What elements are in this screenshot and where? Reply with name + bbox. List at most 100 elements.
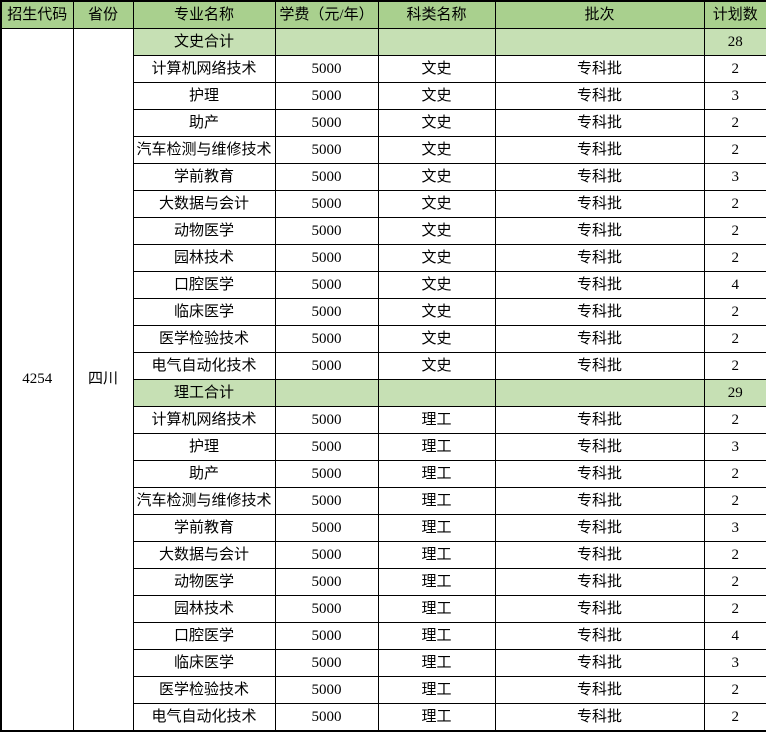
major-row: 大数据与会计 5000 理工 专科批 2 [1,541,766,569]
tuition-cell: 5000 [274,217,379,245]
col-header-batch: 批次 [494,0,705,29]
tuition-cell: 5000 [274,460,379,488]
tuition-cell: 5000 [274,82,379,110]
major-row: 计算机网络技术 5000 理工 专科批 2 [1,406,766,434]
major-row: 护理 5000 理工 专科批 3 [1,433,766,461]
plan-cell: 2 [703,298,766,326]
major-row: 汽车检测与维修技术 5000 文史 专科批 2 [1,136,766,164]
category-cell: 文史 [377,244,496,272]
plan-cell: 3 [703,82,766,110]
major-row: 医学检验技术 5000 理工 专科批 2 [1,676,766,704]
batch-cell: 专科批 [494,433,705,461]
major-cell: 电气自动化技术 [132,352,276,380]
major-cell: 园林技术 [132,595,276,623]
category-cell: 理工 [377,703,496,732]
tuition-cell: 5000 [274,487,379,515]
major-cell: 大数据与会计 [132,190,276,218]
subtotal-plan-cell: 28 [703,28,766,56]
subtotal-empty-category-cell [377,28,496,56]
tuition-cell: 5000 [274,568,379,596]
major-cell: 汽车检测与维修技术 [132,136,276,164]
category-cell: 文史 [377,109,496,137]
tuition-cell: 5000 [274,352,379,380]
major-cell: 动物医学 [132,568,276,596]
plan-cell: 4 [703,271,766,299]
batch-cell: 专科批 [494,55,705,83]
plan-cell: 3 [703,649,766,677]
batch-cell: 专科批 [494,136,705,164]
batch-cell: 专科批 [494,649,705,677]
major-cell: 汽车检测与维修技术 [132,487,276,515]
subtotal-empty-tuition-cell [274,379,379,407]
plan-cell: 2 [703,244,766,272]
batch-cell: 专科批 [494,298,705,326]
col-header-category: 科类名称 [377,0,496,29]
major-cell: 口腔医学 [132,622,276,650]
batch-cell: 专科批 [494,703,705,732]
plan-cell: 2 [703,487,766,515]
category-cell: 文史 [377,325,496,353]
category-cell: 理工 [377,568,496,596]
batch-cell: 专科批 [494,406,705,434]
batch-cell: 专科批 [494,622,705,650]
tuition-cell: 5000 [274,55,379,83]
batch-cell: 专科批 [494,595,705,623]
major-cell: 电气自动化技术 [132,703,276,732]
plan-cell: 2 [703,406,766,434]
major-cell: 医学检验技术 [132,676,276,704]
tuition-cell: 5000 [274,649,379,677]
tuition-cell: 5000 [274,325,379,353]
tuition-cell: 5000 [274,163,379,191]
category-cell: 文史 [377,298,496,326]
major-cell: 护理 [132,433,276,461]
batch-cell: 专科批 [494,190,705,218]
major-cell: 助产 [132,109,276,137]
tuition-cell: 5000 [274,676,379,704]
major-row: 助产 5000 理工 专科批 2 [1,460,766,488]
batch-cell: 专科批 [494,109,705,137]
col-header-province: 省份 [72,0,134,29]
tuition-cell: 5000 [274,703,379,732]
tuition-cell: 5000 [274,541,379,569]
batch-cell: 专科批 [494,271,705,299]
batch-cell: 专科批 [494,487,705,515]
col-header-admission-code: 招生代码 [0,0,74,29]
province-cell: 四川 [72,28,134,732]
category-cell: 理工 [377,514,496,542]
tuition-cell: 5000 [274,433,379,461]
major-row: 护理 5000 文史 专科批 3 [1,82,766,110]
category-cell: 理工 [377,622,496,650]
category-cell: 文史 [377,163,496,191]
category-cell: 文史 [377,190,496,218]
category-cell: 文史 [377,82,496,110]
batch-cell: 专科批 [494,541,705,569]
category-cell: 理工 [377,406,496,434]
batch-cell: 专科批 [494,460,705,488]
category-cell: 理工 [377,676,496,704]
tuition-cell: 5000 [274,595,379,623]
col-header-plan-count: 计划数 [703,0,766,29]
major-cell: 护理 [132,82,276,110]
category-cell: 理工 [377,460,496,488]
subtotal-label-cell: 理工合计 [132,379,276,407]
plan-cell: 2 [703,676,766,704]
category-cell: 理工 [377,433,496,461]
plan-cell: 2 [703,109,766,137]
category-cell: 文史 [377,352,496,380]
plan-cell: 2 [703,136,766,164]
plan-cell: 2 [703,568,766,596]
col-header-major: 专业名称 [132,0,276,29]
subtotal-row-wenshi: 4254 四川 文史合计 28 [0,28,766,732]
subtotal-label-cell: 文史合计 [132,28,276,56]
major-row: 动物医学 5000 理工 专科批 2 [1,568,766,596]
plan-cell: 2 [703,325,766,353]
major-cell: 口腔医学 [132,271,276,299]
major-cell: 计算机网络技术 [132,55,276,83]
batch-cell: 专科批 [494,217,705,245]
tuition-cell: 5000 [274,244,379,272]
category-cell: 文史 [377,271,496,299]
batch-cell: 专科批 [494,676,705,704]
major-row: 助产 5000 文史 专科批 2 [1,109,766,137]
tuition-cell: 5000 [274,190,379,218]
